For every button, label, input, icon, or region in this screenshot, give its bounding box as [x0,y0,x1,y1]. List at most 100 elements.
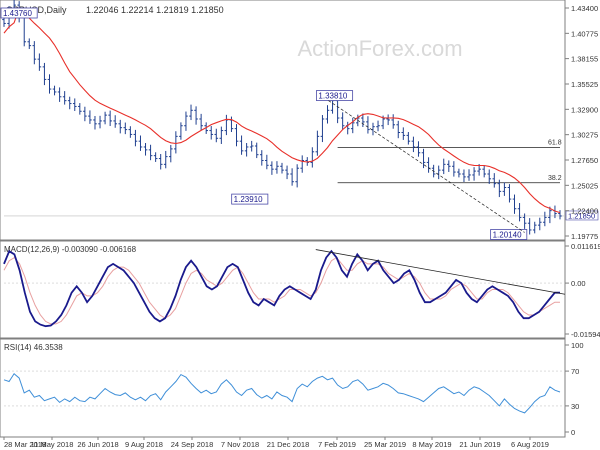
rsi-line [3,372,561,414]
candle [224,114,229,136]
current-price-box [565,210,599,221]
rsi-tick-label: 30 [571,402,579,411]
price-tick-label: 1.19775 [571,232,598,241]
candle [234,124,239,147]
candle [386,114,390,126]
candle [512,194,517,214]
candle [345,121,350,135]
price-tick-label: 1.30275 [571,131,598,140]
rsi-panel-frame [0,338,566,438]
date-tick-label: 11 May 2018 [31,440,74,449]
candle [83,106,87,122]
price-tick-label: 1.43400 [571,4,598,13]
candle [487,169,492,184]
candle [184,111,188,131]
candle [472,167,476,181]
candle [52,85,57,96]
fib-382-line-label: 38.2 [548,175,562,182]
price-panel-frame [0,0,566,241]
candle [128,126,133,138]
date-tick-label: 21 Jun 2019 [459,440,500,449]
label-high-mar-box [316,90,354,101]
candle [148,144,153,161]
macd-signal-line [3,256,560,325]
candle [447,160,451,172]
candle [174,131,178,154]
candle [517,203,522,222]
fibonacci-levels: 38.2 61.8 [4,140,565,217]
moving-average-line [3,7,561,214]
candle [244,143,249,157]
date-tick-label: 26 Jun 2018 [77,440,118,449]
candlestick-series [2,0,562,235]
candle [391,114,395,129]
candle [42,62,47,86]
candle [265,154,269,170]
macd-panel-frame [0,240,566,339]
candle [411,136,416,153]
label-start-high-box [0,7,38,19]
candle [482,165,486,178]
label-start-high: 1.43760 [3,9,32,18]
dashed-trendline [328,100,525,233]
macd-tick-label: -0.015949 [571,330,600,339]
candle [532,221,537,234]
date-tick-label: 8 May 2019 [412,440,451,449]
candle [320,115,325,143]
rsi-tick-label: 100 [571,341,584,350]
candle [67,96,72,110]
candle [285,165,289,180]
candle [310,147,315,168]
price-tick-label: 1.35525 [571,80,598,89]
candle [32,41,37,65]
candle [527,218,532,235]
candle [396,120,401,139]
candle [548,206,552,224]
candle [462,169,466,183]
candle [158,154,163,170]
candle [376,120,380,132]
candle [441,158,446,175]
candle [138,135,143,151]
candle [163,150,168,169]
date-tick-label: 7 Feb 2019 [318,440,356,449]
candle [492,173,497,188]
candle [436,165,441,180]
candle [143,143,148,156]
candle [27,38,32,50]
label-low-aug: 1.20140 [493,230,522,239]
label-high-mar: 1.33810 [318,92,347,101]
candle [93,115,97,130]
price-tick-label: 1.22400 [571,207,598,216]
rsi-tick-label: 70 [571,367,579,376]
ohlc-readout: 1.22046 1.22214 1.21819 1.21850 [86,5,224,15]
candle [426,157,431,173]
label-low-aug-box [490,229,528,240]
price-tick-label: 1.38155 [571,55,598,64]
candle [522,213,527,229]
fib-618-line-label: 61.8 [548,140,562,147]
date-tick-label: 6 Aug 2019 [511,440,549,449]
candle [37,53,42,71]
candle [366,116,370,134]
candle [558,210,562,220]
candle [401,127,406,140]
candle [214,128,219,143]
macd-trendline [315,249,566,295]
candle [507,184,512,203]
candle [452,161,456,177]
candle [78,103,82,115]
rsi-tick-label: 0 [571,428,575,437]
candle [123,122,128,135]
candle [290,168,294,186]
candle [72,98,77,111]
price-annotations: 1.43760 1.23910 1.33810 1.20140 1.21850 [0,7,599,240]
price-tick-label: 1.25025 [571,181,598,190]
date-tick-label: 21 Dec 2018 [267,440,310,449]
candle [209,126,214,140]
candle [280,162,284,174]
date-tick-label: 7 Nov 2018 [221,440,259,449]
candle [497,179,502,198]
